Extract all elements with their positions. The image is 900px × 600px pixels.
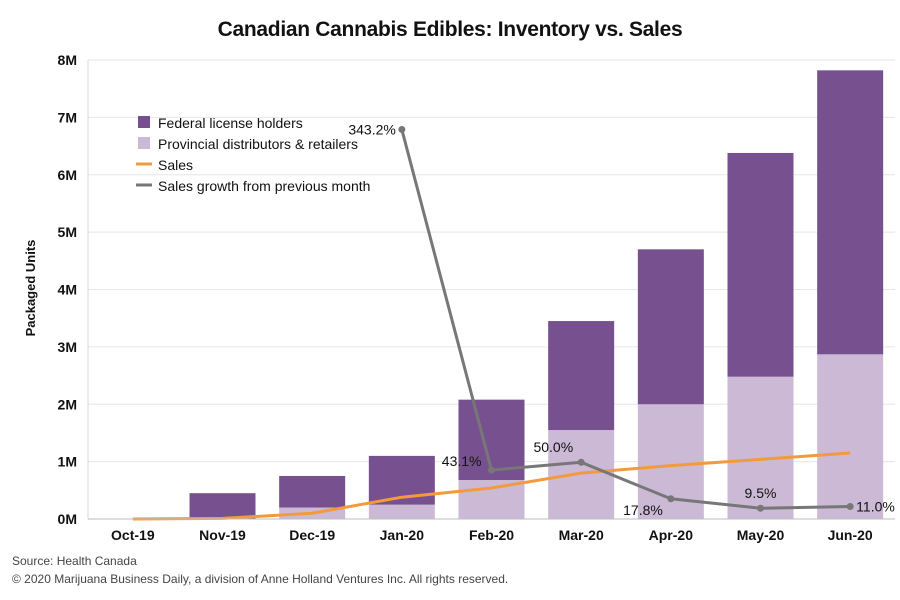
legend-label-federal: Federal license holders: [158, 115, 303, 131]
bar-federal: [817, 70, 884, 355]
bar-federal: [189, 493, 256, 519]
growth-data-label: 343.2%: [348, 121, 395, 137]
bars: [189, 70, 884, 519]
legend-swatch-provincial: [138, 137, 150, 149]
legend-label-sales: Sales: [158, 157, 193, 173]
growth-point: [488, 466, 495, 474]
y-tick-label: 1M: [58, 454, 77, 470]
x-tick-label: Dec-19: [289, 527, 335, 543]
copyright-note: © 2020 Marijuana Business Daily, a divis…: [12, 572, 509, 586]
x-tick-label: May-20: [737, 527, 785, 543]
x-tick-label: Jan-20: [380, 527, 425, 543]
bar-provincial: [368, 504, 435, 519]
bar-provincial: [458, 479, 525, 519]
growth-data-label: 43.1%: [442, 453, 482, 469]
legend-swatch-federal: [138, 116, 150, 128]
legend-label-growth: Sales growth from previous month: [158, 178, 370, 194]
y-tick-label: 8M: [58, 52, 77, 68]
y-tick-label: 4M: [58, 282, 77, 298]
growth-data-label: 11.0%: [856, 499, 895, 515]
bar-federal: [637, 249, 704, 405]
growth-point: [667, 495, 675, 503]
y-axis-label: Packaged Units: [23, 240, 38, 337]
lines: 343.2% 43.1% 50.0% 17.8% 9.5% 11.0%: [132, 121, 895, 521]
y-tick-label: 6M: [58, 167, 77, 183]
y-tick-label: 2M: [58, 396, 77, 412]
growth-point: [398, 125, 406, 133]
x-tick-label: Jun-20: [828, 527, 873, 543]
bar-provincial: [817, 354, 884, 519]
legend-label-provincial: Provincial distributors & retailers: [158, 136, 358, 152]
x-tick-label: Apr-20: [649, 527, 694, 543]
sales-line: [132, 451, 851, 521]
growth-data-label: 9.5%: [745, 485, 777, 501]
x-tick-label: Mar-20: [559, 527, 604, 543]
y-tick-label: 0M: [58, 511, 77, 527]
legend: Federal license holders Provincial distr…: [136, 115, 370, 194]
growth-data-label: 17.8%: [623, 502, 663, 518]
growth-data-label: 50.0%: [533, 439, 573, 455]
y-tick-label: 3M: [58, 339, 77, 355]
growth-point: [577, 458, 585, 466]
growth-point: [846, 503, 854, 511]
x-tick-label: Oct-19: [111, 527, 155, 543]
y-tick-label: 7M: [58, 109, 77, 125]
bar-federal: [548, 321, 615, 431]
x-tick-label: Feb-20: [469, 527, 514, 543]
bar-federal: [727, 152, 794, 377]
source-note: Source: Health Canada: [12, 554, 137, 568]
bar-provincial: [727, 376, 794, 519]
axes: 0M 1M 2M 3M 4M 5M 6M 7M 8M Oct-19 Nov-19 Dec-19 Jan-…: [58, 52, 895, 543]
growth-point: [757, 504, 764, 512]
bar-federal: [279, 475, 346, 508]
chart-title: Canadian Cannabis Edibles: Inventory vs.…: [217, 18, 683, 41]
y-tick-label: 5M: [58, 224, 77, 240]
x-tick-label: Nov-19: [199, 527, 246, 543]
growth-line: [400, 129, 851, 510]
